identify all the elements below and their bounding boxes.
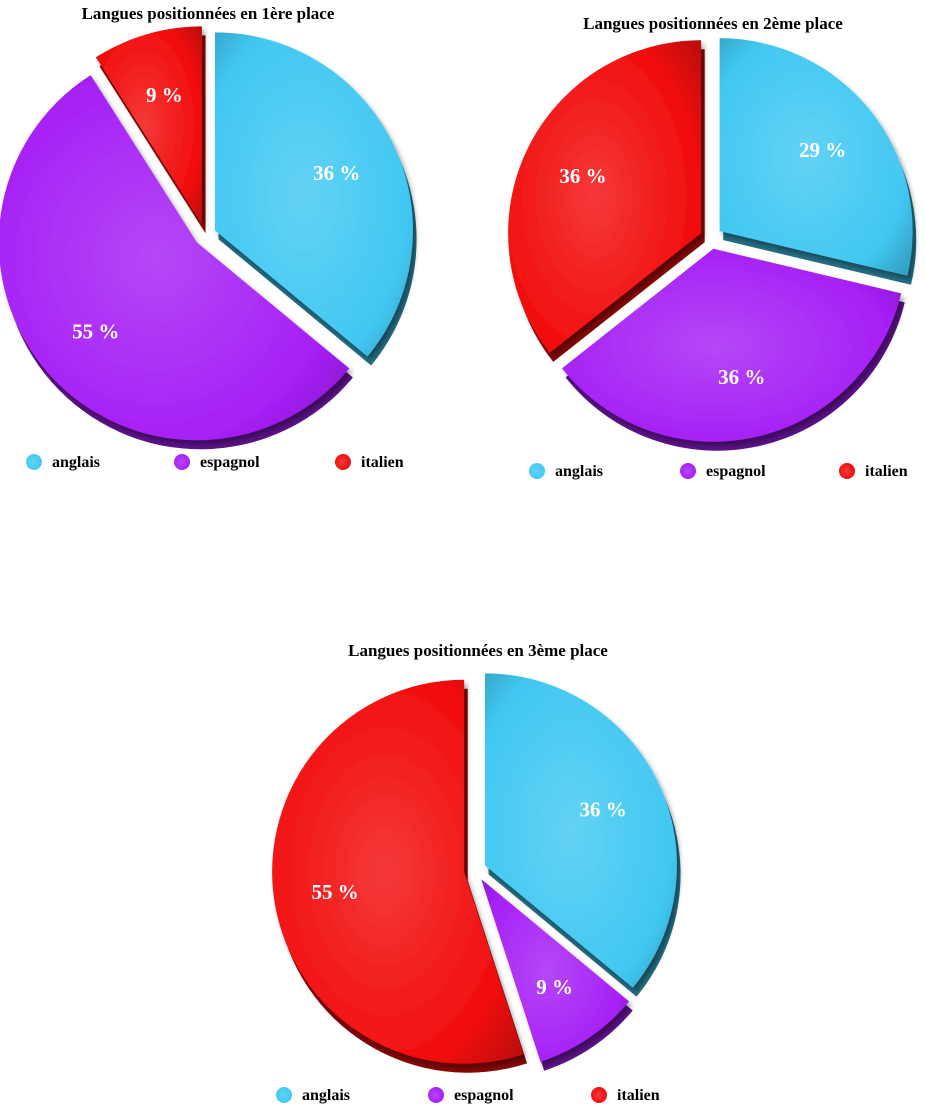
legend-label-italien: italien [865, 463, 908, 480]
pie-slice-espagnol [561, 248, 902, 442]
slice-label: 36 % [718, 365, 765, 389]
legend-marker-anglais [276, 1087, 292, 1103]
slice-label: 29 % [799, 138, 846, 162]
legend-label-anglais: anglais [302, 1087, 350, 1104]
slice-label: 55 % [72, 319, 119, 343]
chart-title: Langues positionnées en 1ère place [82, 4, 335, 23]
pie-slice-italien [272, 679, 524, 1064]
pie-slice-espagnol [481, 879, 630, 1062]
chart-title: Langues positionnées en 3ème place [348, 641, 608, 660]
legend-marker-italien [839, 463, 855, 479]
pie-slice-anglais [214, 32, 413, 357]
legend-marker-espagnol [174, 454, 190, 470]
pie-slice-espagnol [0, 75, 350, 441]
pie-slice-anglais [484, 673, 677, 988]
pie-chart-2: Langues positionnées en 2ème place 29 % 36… [508, 14, 917, 480]
legend-label-italien: italien [361, 454, 404, 471]
slice-label: 36 % [579, 798, 626, 822]
pie-slice-italien [508, 40, 702, 353]
legend: anglais espagnol italien [276, 1087, 660, 1104]
pie-chart-3: Langues positionnées en 3ème place 36 % 9 … [272, 641, 681, 1104]
legend-label-anglais: anglais [52, 454, 100, 471]
slice-label: 55 % [312, 880, 359, 904]
legend-marker-italien [591, 1087, 607, 1103]
legend-marker-espagnol [428, 1087, 444, 1103]
legend-label-espagnol: espagnol [706, 463, 766, 480]
pie-slice-italien [95, 26, 202, 225]
slice-label: 9 % [146, 83, 183, 107]
legend-marker-italien [335, 454, 351, 470]
slice-label: 9 % [536, 975, 573, 999]
legend: anglais espagnol italien [529, 463, 908, 480]
legend-marker-anglais [26, 454, 42, 470]
legend-label-espagnol: espagnol [454, 1087, 514, 1104]
chart-title: Langues positionnées en 2ème place [583, 14, 843, 33]
slice-label: 36 % [313, 161, 360, 185]
legend-marker-espagnol [680, 463, 696, 479]
legend-label-italien: italien [617, 1087, 660, 1104]
legend: anglais espagnol italien [26, 454, 404, 471]
slice-label: 36 % [559, 164, 606, 188]
legend-marker-anglais [529, 463, 545, 479]
legend-label-espagnol: espagnol [200, 454, 260, 471]
pie-chart-1: Langues positionnées en 1ère place 36 % 55… [0, 4, 417, 471]
pie-slice-anglais [719, 38, 913, 276]
legend-label-anglais: anglais [555, 463, 603, 480]
